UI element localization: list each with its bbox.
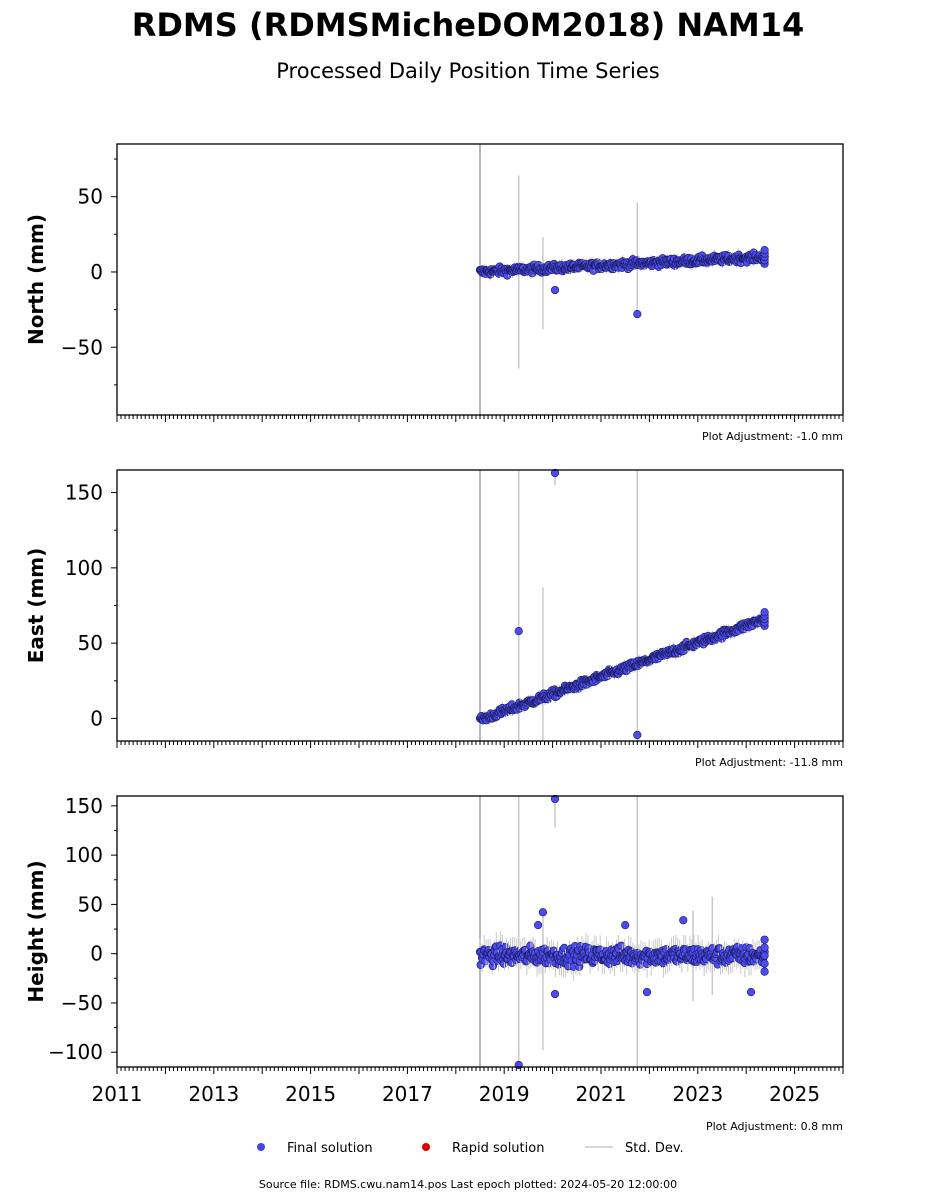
legend-stddev-label: Std. Dev. (625, 1141, 684, 1156)
x-tick-label: 2017 (382, 1082, 433, 1106)
y-tick-label: 0 (90, 260, 103, 284)
outlier-point (621, 920, 630, 930)
outlier-point (514, 626, 523, 636)
data-points (475, 246, 769, 281)
y-axis-label: Height (mm) (24, 860, 48, 1002)
y-tick-label: 50 (78, 185, 103, 209)
outlier-point (746, 988, 756, 997)
y-tick-label: 0 (90, 706, 103, 730)
x-tick-label: 2019 (479, 1082, 530, 1106)
y-tick-label: 150 (65, 794, 103, 818)
plot-adjustment-note: Plot Adjustment: -1.0 mm (702, 430, 843, 443)
legend-final-marker (257, 1143, 265, 1151)
final-solution-point (760, 943, 769, 952)
final-solution-point (617, 941, 626, 950)
outlier-point (550, 285, 560, 295)
y-axis-label: North (mm) (24, 214, 48, 345)
outlier-point (633, 310, 642, 319)
y-tick-label: 100 (65, 843, 103, 867)
data-points (475, 608, 769, 726)
x-tick-label: 2011 (92, 1082, 143, 1106)
panel-north: −50 0 50 North (mm) Plot Adjustment: -1.0 mm (24, 143, 844, 443)
final-solution-point (760, 951, 769, 960)
x-tick-label: 2023 (672, 1082, 723, 1106)
y-axis-label: East (mm) (24, 548, 48, 664)
y-tick-label: 150 (65, 481, 103, 505)
legend: Final solution Rapid solution Std. Dev. (257, 1141, 684, 1156)
final-solution-point (760, 246, 769, 255)
x-tick-label: 2025 (769, 1082, 820, 1106)
outlier-point (679, 916, 688, 925)
data-points (475, 931, 769, 981)
outlier-point (550, 989, 560, 999)
panel-east: 0 50 100 150 East (mm) Plot Adjustment: -11.8… (24, 468, 844, 769)
final-solution-point (760, 608, 769, 617)
final-solution-point (760, 935, 769, 944)
x-tick-label: 2015 (285, 1082, 336, 1106)
final-solution-point (760, 967, 769, 976)
source-footer: Source file: RDMS.cwu.nam14.pos Last epo… (259, 1178, 677, 1191)
legend-rapid-marker (422, 1143, 430, 1151)
outlier-point (642, 988, 652, 997)
outlier-point (633, 730, 642, 740)
outlier-point (550, 468, 560, 478)
outlier-point (538, 908, 548, 917)
x-tick-label: 2013 (188, 1082, 239, 1106)
y-tick-label: 50 (78, 631, 103, 655)
outlier-point (533, 920, 543, 930)
y-tick-label: −50 (61, 991, 103, 1015)
figure-subtitle: Processed Daily Position Time Series (276, 59, 660, 83)
x-tick-label: 2021 (576, 1082, 627, 1106)
y-tick-label: −100 (48, 1040, 103, 1064)
y-tick-label: 50 (78, 892, 103, 916)
plot-adjustment-note: Plot Adjustment: 0.8 mm (706, 1120, 843, 1133)
y-tick-label: 0 (90, 942, 103, 966)
legend-rapid-label: Rapid solution (452, 1141, 544, 1156)
legend-final-label: Final solution (287, 1141, 373, 1156)
plot-adjustment-note: Plot Adjustment: -11.8 mm (695, 756, 843, 769)
final-solution-point (760, 959, 769, 968)
y-tick-label: 100 (65, 556, 103, 580)
outlier-point (550, 794, 560, 804)
panel-height: −100 −50 0 50 100 150 2011 2013 2015 2017 2019 2021… (24, 794, 844, 1133)
figure-title: RDMS (RDMSMicheDOM2018) NAM14 (132, 6, 805, 44)
y-tick-label: −50 (61, 335, 103, 359)
